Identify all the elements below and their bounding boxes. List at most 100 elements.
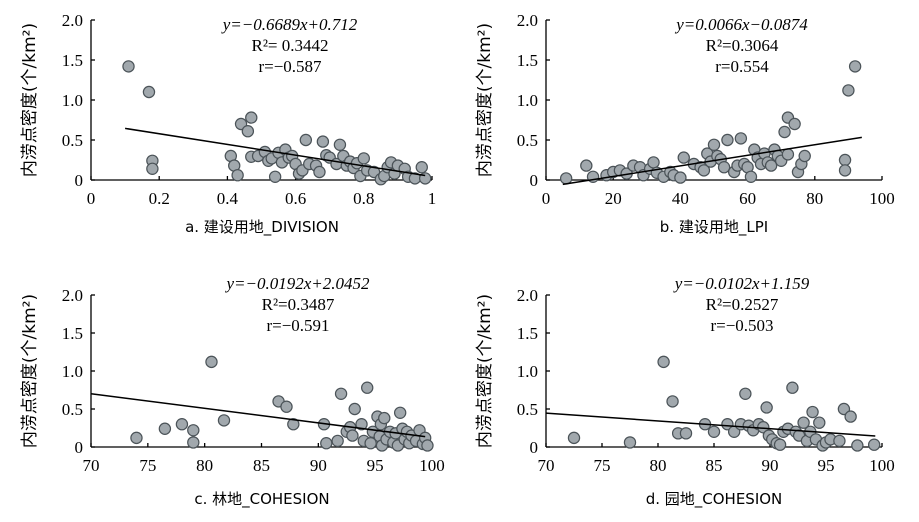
y-tick-label: 0 bbox=[75, 171, 84, 190]
panel-b: 0 20 40 60 80 100 0 0.5 1.0 1.5 2.0 内涝点密度(个/km²) y=0… bbox=[475, 11, 895, 237]
regression-equation: y=0.0066x−0.0874 bbox=[674, 15, 808, 34]
x-tick-label: 0.2 bbox=[149, 189, 170, 208]
scatter-point bbox=[245, 111, 258, 124]
scatter-point bbox=[647, 156, 660, 169]
scatter-point bbox=[334, 387, 348, 400]
x-tick-label: 70 bbox=[538, 456, 555, 475]
scatter-point bbox=[421, 439, 434, 452]
x-tick-label: 75 bbox=[139, 456, 156, 475]
x-tick-label: 100 bbox=[419, 456, 445, 475]
scatter-point bbox=[331, 434, 344, 448]
scatter-point bbox=[361, 381, 374, 394]
correlation-label: r=−0.503 bbox=[710, 316, 773, 335]
scatter-point bbox=[764, 159, 778, 172]
scatter-point bbox=[287, 418, 300, 431]
scatter-point bbox=[623, 436, 637, 449]
x-tick-label: 90 bbox=[762, 456, 779, 475]
y-tick-label: 0 bbox=[530, 438, 539, 457]
scatter-point bbox=[393, 406, 407, 419]
scatter-point bbox=[833, 434, 846, 448]
x-tick-label: 60 bbox=[739, 189, 756, 208]
y-tick-label: 1.0 bbox=[517, 91, 538, 110]
y-tick-label: 0 bbox=[75, 438, 84, 457]
panel-c: 70 75 80 85 90 95 100 0 0.5 1.0 1.5 2.0 内涝点密度(个/km²)… bbox=[20, 274, 445, 509]
x-tick-label: 40 bbox=[672, 189, 689, 208]
correlation-label: r=−0.587 bbox=[258, 57, 322, 76]
scatter-point bbox=[788, 117, 801, 131]
scatter-point bbox=[187, 436, 200, 449]
scatter-point bbox=[187, 424, 200, 437]
scatter-point bbox=[299, 133, 313, 147]
scatter-point bbox=[838, 153, 852, 167]
scatter-point bbox=[798, 149, 811, 163]
scatter-point bbox=[773, 438, 787, 451]
y-tick-label: 1.0 bbox=[62, 91, 83, 110]
y-tick-label: 0.5 bbox=[517, 400, 538, 419]
r-squared-label: R²=0.3487 bbox=[262, 295, 335, 314]
x-tick-label: 90 bbox=[310, 456, 327, 475]
scatter-point bbox=[842, 84, 855, 97]
regression-line bbox=[562, 136, 862, 186]
regression-line bbox=[545, 412, 876, 437]
scatter-point bbox=[707, 425, 721, 438]
scatter-point bbox=[580, 159, 593, 172]
scatter-point bbox=[778, 125, 791, 139]
regression-line bbox=[124, 127, 426, 177]
scatter-point bbox=[241, 124, 255, 138]
y-tick-label: 1.5 bbox=[517, 51, 538, 70]
x-tick-label: 100 bbox=[869, 189, 895, 208]
x-tick-label: 0.6 bbox=[285, 189, 306, 208]
x-tick-label: 70 bbox=[83, 456, 100, 475]
scatter-point bbox=[348, 402, 361, 416]
y-tick-label: 1.5 bbox=[62, 51, 83, 70]
x-tick-label: 1 bbox=[428, 189, 437, 208]
scatter-point bbox=[313, 165, 326, 179]
scatter-point bbox=[122, 60, 135, 73]
scatter-point bbox=[205, 355, 218, 369]
x-tick-label: 0 bbox=[87, 189, 96, 208]
scatter-point bbox=[567, 431, 581, 445]
r-squared-label: R²=0.2527 bbox=[706, 295, 779, 314]
scatter-point bbox=[851, 439, 864, 452]
panel-caption: d. 园地_COHESION bbox=[646, 490, 783, 509]
x-tick-label: 95 bbox=[818, 456, 835, 475]
correlation-label: r=0.554 bbox=[715, 57, 769, 76]
scatter-point bbox=[674, 171, 687, 184]
x-tick-label: 0 bbox=[542, 189, 551, 208]
y-tick-label: 1.5 bbox=[517, 324, 538, 343]
y-axis-label: 内涝点密度(个/km²) bbox=[20, 294, 40, 448]
scatter-point bbox=[378, 411, 391, 425]
scatter-point bbox=[316, 135, 330, 148]
y-tick-label: 2.0 bbox=[517, 286, 538, 305]
panel-d: 70 75 80 85 90 95 100 0 0.5 1.0 1.5 2.0 内涝点密度(个/km²)… bbox=[475, 274, 895, 509]
x-tick-label: 100 bbox=[869, 456, 895, 475]
scatter-point bbox=[867, 438, 881, 451]
scatter-point bbox=[146, 162, 159, 175]
scatter-point bbox=[806, 405, 819, 419]
correlation-label: r=−0.591 bbox=[266, 316, 329, 335]
scatter-point bbox=[415, 160, 428, 174]
scatter-point bbox=[357, 152, 370, 165]
y-tick-label: 2.0 bbox=[62, 286, 83, 305]
scatter-point bbox=[679, 427, 693, 440]
scatter-point bbox=[760, 401, 773, 414]
x-tick-label: 0.4 bbox=[217, 189, 239, 208]
scatter-point bbox=[707, 138, 721, 151]
x-tick-label: 85 bbox=[706, 456, 723, 475]
panel-caption: a. 建设用地_DIVISION bbox=[185, 218, 339, 237]
y-axis-label: 内涝点密度(个/km²) bbox=[20, 23, 40, 177]
x-tick-label: 85 bbox=[253, 456, 270, 475]
y-tick-label: 2.0 bbox=[517, 11, 538, 30]
scatter-point bbox=[666, 395, 679, 408]
scatter-point bbox=[142, 85, 156, 99]
scatter-point bbox=[130, 431, 143, 445]
scatter-point bbox=[217, 414, 231, 427]
scatter-point bbox=[364, 437, 377, 450]
y-tick-label: 2.0 bbox=[62, 11, 83, 30]
scatter-point bbox=[717, 160, 731, 174]
scatter-point bbox=[844, 410, 857, 423]
y-tick-label: 0.5 bbox=[517, 131, 538, 150]
scatter-point bbox=[231, 168, 244, 182]
scatter-point bbox=[158, 422, 172, 435]
